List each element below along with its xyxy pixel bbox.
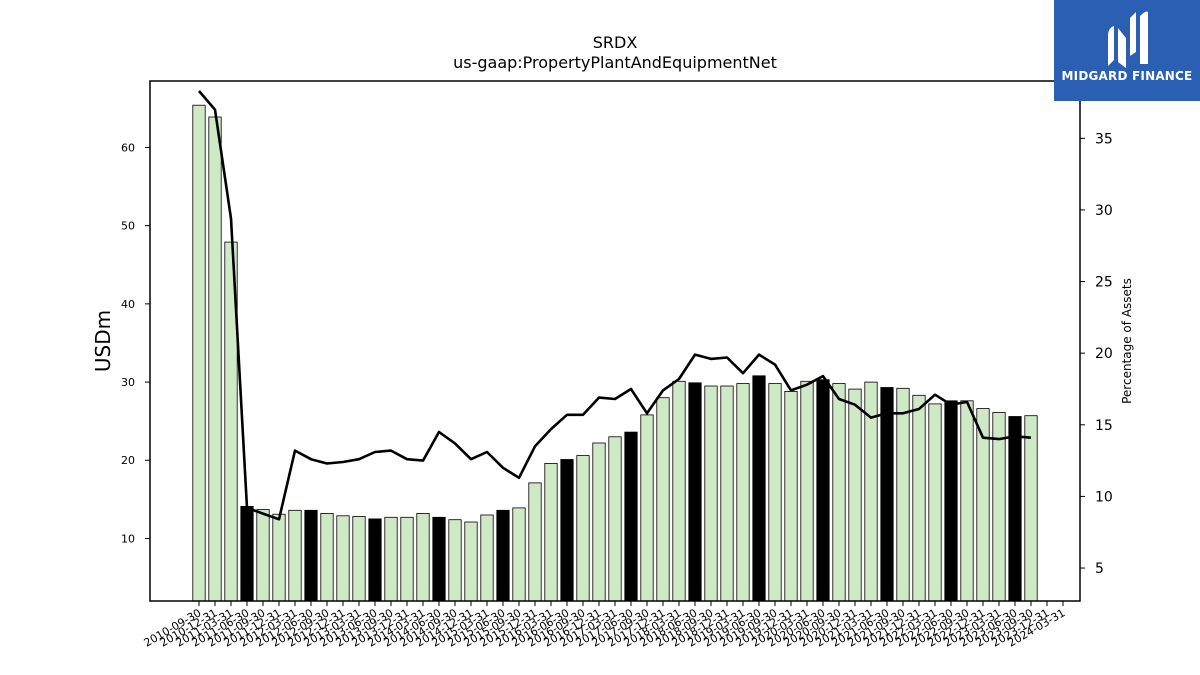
chart-subtitle: us-gaap:PropertyPlantAndEquipmentNet	[453, 53, 777, 72]
y-tick-label: 60	[121, 141, 135, 154]
bar	[1024, 415, 1038, 602]
bar	[672, 380, 686, 602]
bar	[608, 436, 622, 602]
bar	[800, 380, 814, 602]
y2-tick-label: 35	[1095, 131, 1113, 147]
bar	[784, 390, 798, 602]
bar-series	[192, 104, 1038, 602]
y-tick-label: 50	[121, 220, 135, 233]
bar	[288, 509, 302, 602]
bar	[192, 104, 206, 602]
bar	[896, 387, 910, 602]
bar	[368, 518, 382, 602]
y-tick-label: 40	[121, 298, 135, 311]
y2-tick-label: 15	[1095, 418, 1113, 434]
y2-tick-label: 10	[1095, 489, 1113, 505]
x-axis: 2010-09-302010-12-312011-03-312011-06-30…	[142, 601, 1068, 650]
bar	[944, 400, 958, 602]
bar	[448, 519, 462, 602]
brand-name: MIDGARD FINANCE	[1061, 69, 1193, 83]
bar	[496, 509, 510, 602]
bar	[768, 383, 782, 602]
bar	[960, 400, 974, 602]
bar	[272, 513, 286, 602]
bar	[576, 455, 590, 602]
bar	[832, 383, 846, 602]
y2-tick-label: 30	[1095, 203, 1113, 219]
bar	[848, 388, 862, 602]
y2-tick-label: 5	[1095, 561, 1104, 577]
y-tick-label: 20	[121, 454, 135, 467]
bar	[480, 514, 494, 602]
bar	[208, 116, 222, 602]
bar	[304, 509, 318, 602]
bar	[752, 375, 766, 602]
brand-logo: MIDGARD FINANCE	[1054, 0, 1200, 101]
bar	[464, 521, 478, 602]
bar	[240, 505, 254, 602]
bar	[928, 403, 942, 602]
bar	[720, 385, 734, 602]
bar	[912, 394, 926, 602]
right-axis: 5 10 15 20 25 30 35	[1080, 131, 1113, 577]
bar	[992, 412, 1006, 602]
bar	[384, 516, 398, 602]
bar	[880, 387, 894, 602]
bar	[320, 513, 334, 602]
bar	[816, 379, 830, 602]
chart-title: SRDX	[593, 33, 638, 52]
percentage-of-assets-line	[198, 90, 1032, 521]
bar	[432, 516, 446, 602]
bar	[336, 515, 350, 602]
bar	[736, 383, 750, 602]
bar	[400, 516, 414, 602]
bar	[256, 509, 270, 602]
y-axis-label: USDm	[91, 310, 115, 372]
bar	[544, 462, 558, 602]
bar	[688, 382, 702, 602]
bar	[1008, 416, 1022, 602]
bar	[528, 482, 542, 602]
midgard-logo-icon	[1108, 11, 1148, 68]
bar	[560, 459, 574, 602]
bar	[704, 385, 718, 602]
y2-tick-label: 25	[1095, 275, 1113, 291]
bar	[640, 414, 654, 602]
bar	[512, 507, 526, 602]
bar	[592, 442, 606, 602]
left-axis: 10 20 30 40 50 60	[121, 141, 150, 545]
y2-tick-label: 20	[1095, 346, 1113, 362]
bar	[656, 397, 670, 602]
y-tick-label: 30	[121, 376, 135, 389]
y2-axis-label: Percentage of Assets	[1120, 278, 1134, 404]
bar	[416, 513, 430, 602]
y-tick-label: 10	[121, 532, 135, 545]
bar	[624, 431, 638, 602]
bar	[352, 516, 366, 602]
